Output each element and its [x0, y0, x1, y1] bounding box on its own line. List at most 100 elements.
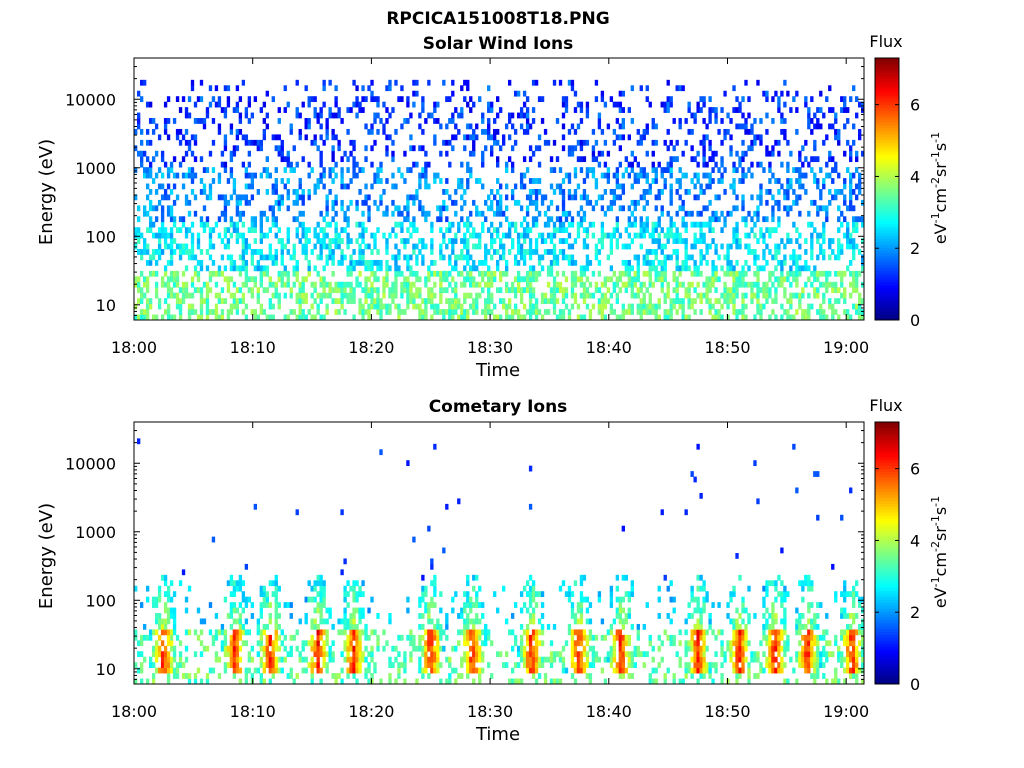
heatmap-cell: [160, 172, 165, 179]
heatmap-cell: [424, 640, 428, 647]
heatmap-cell: [531, 199, 536, 206]
heatmap-cell: [588, 259, 593, 266]
heatmap-cell: [463, 189, 467, 195]
heatmap-cell: [217, 656, 222, 663]
heatmap-cell: [199, 79, 204, 86]
heatmap-cell: [406, 238, 410, 244]
heatmap-cell: [322, 183, 326, 190]
heatmap-cell: [346, 270, 350, 277]
heatmap-cell: [735, 309, 739, 315]
heatmap-cell: [313, 189, 317, 195]
heatmap-cell: [783, 309, 787, 315]
heatmap-cell: [639, 314, 643, 321]
heatmap-cell: [385, 243, 389, 250]
heatmap-cell: [504, 618, 509, 625]
heatmap-cell: [403, 667, 407, 674]
heatmap-cell: [262, 602, 266, 608]
heatmap-cell: [220, 640, 225, 647]
heatmap-cell: [777, 107, 781, 113]
heatmap-cell: [642, 221, 646, 228]
heatmap-cell: [499, 221, 503, 228]
heatmap-cell: [145, 276, 150, 283]
heatmap-cell: [406, 194, 410, 201]
heatmap-cell: [154, 232, 159, 239]
heatmap-cell: [756, 194, 760, 201]
heatmap-cell: [786, 309, 790, 315]
heatmap-cell: [513, 90, 518, 97]
heatmap-cell: [591, 205, 596, 212]
heatmap-cell: [591, 156, 596, 163]
heatmap-cell: [543, 292, 548, 299]
heatmap-cell: [849, 314, 853, 321]
heatmap-cell: [241, 254, 246, 261]
heatmap-cell: [346, 243, 350, 250]
heatmap-cell: [843, 287, 847, 294]
heatmap-cell: [837, 238, 841, 244]
x-ticks: 18:00 18:10 18:20 18:30 18:40 18:50 19:00: [111, 58, 869, 357]
heatmap-cell: [615, 194, 620, 201]
heatmap-cell: [208, 232, 213, 239]
heatmap-cell: [394, 281, 398, 288]
heatmap-cell: [630, 161, 634, 168]
heatmap-cell: [780, 314, 784, 321]
heatmap-cell: [612, 651, 617, 658]
heatmap-cell: [573, 238, 578, 244]
heatmap-cell: [768, 292, 772, 299]
heatmap-cell: [358, 298, 362, 304]
heatmap-cell: [436, 303, 440, 310]
heatmap-cell: [448, 139, 452, 146]
heatmap-cell: [789, 281, 793, 288]
heatmap-cell: [543, 656, 548, 663]
heatmap-cell: [478, 292, 482, 299]
heatmap-cell: [687, 189, 691, 195]
heatmap-cell: [744, 128, 748, 135]
heatmap-cell: [319, 591, 323, 598]
heatmap-cell: [370, 292, 374, 299]
heatmap-cell: [522, 602, 527, 608]
heatmap-cell: [472, 585, 476, 592]
heatmap-cell: [430, 662, 434, 668]
heatmap-cell: [157, 651, 162, 658]
heatmap-cell: [418, 178, 422, 184]
heatmap-cell: [286, 249, 290, 255]
heatmap-cell: [349, 585, 353, 592]
heatmap-cell: [840, 96, 844, 103]
heatmap-cell: [741, 298, 745, 304]
heatmap-cell: [549, 678, 554, 685]
heatmap-cell: [271, 656, 275, 663]
heatmap-cell: [157, 227, 162, 234]
heatmap-cell: [424, 314, 428, 321]
heatmap-cell: [519, 107, 524, 113]
colorbar-segment: [875, 308, 899, 312]
heatmap-cell: [424, 178, 428, 184]
heatmap-cell: [373, 178, 377, 184]
heatmap-cell: [244, 667, 249, 674]
heatmap-cell: [564, 172, 569, 179]
heatmap-cell: [573, 613, 578, 619]
heatmap-cell: [525, 107, 530, 113]
heatmap-cell: [738, 270, 742, 277]
heatmap-cell: [678, 265, 682, 272]
heatmap-cell: [729, 134, 733, 141]
heatmap-cell: [795, 90, 799, 97]
heatmap-cell: [813, 112, 817, 119]
heatmap-cell: [798, 178, 802, 184]
heatmap-cell: [172, 656, 177, 663]
heatmap-cell: [594, 254, 599, 261]
heatmap-cell: [774, 254, 778, 261]
heatmap-cell: [400, 270, 404, 277]
heatmap-cell: [424, 210, 428, 217]
heatmap-cell: [466, 123, 470, 130]
heatmap-cell: [499, 270, 503, 277]
heatmap-cell: [433, 118, 437, 124]
heatmap-cell: [304, 314, 308, 321]
heatmap-cell: [702, 232, 706, 239]
heatmap-cell: [358, 167, 362, 173]
heatmap-cell: [439, 292, 443, 299]
heatmap-cell: [316, 580, 320, 587]
heatmap-cell: [439, 150, 443, 157]
heatmap-cell: [451, 667, 455, 674]
heatmap-cell: [205, 678, 210, 685]
heatmap-cell: [549, 156, 554, 163]
heatmap-cell: [364, 145, 368, 152]
